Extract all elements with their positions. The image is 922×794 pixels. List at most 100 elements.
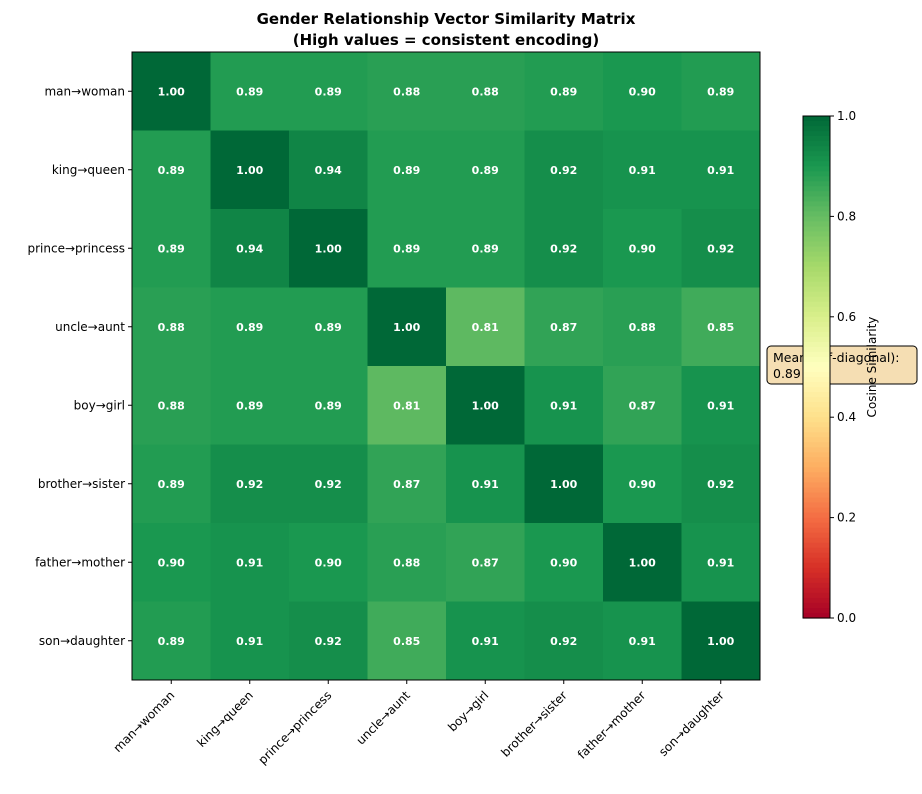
- colorbar-segment: [803, 422, 830, 428]
- cell-value-label: 0.89: [236, 399, 263, 412]
- heatmap-cell: [681, 130, 761, 210]
- cell-value-label: 0.91: [629, 635, 656, 648]
- colorbar-segment: [803, 462, 830, 468]
- cell-value-label: 0.88: [158, 399, 185, 412]
- colorbar-segment: [803, 271, 830, 278]
- cell-value-label: 0.91: [707, 164, 734, 177]
- colorbar-segment: [803, 412, 830, 418]
- cell-value-label: 0.88: [629, 321, 656, 334]
- colorbar-segment: [803, 246, 830, 253]
- cell-value-label: 1.00: [393, 321, 420, 334]
- cell-value-label: 0.85: [393, 635, 420, 648]
- cell-value-label: 0.89: [315, 321, 342, 334]
- colorbar-segment: [803, 397, 830, 403]
- cell-value-label: 0.94: [236, 242, 263, 255]
- cell-value-label: 0.92: [550, 242, 577, 255]
- heatmap-cell: [446, 209, 525, 288]
- heatmap-cell: [210, 444, 290, 524]
- heatmap-cell: [681, 52, 761, 131]
- heatmap-cell: [210, 130, 290, 210]
- y-tick-label: prince→princess: [28, 241, 126, 255]
- cell-value-label: 0.88: [472, 85, 499, 98]
- x-tick-label: man→woman: [111, 688, 178, 755]
- cell-value-label: 0.88: [393, 85, 420, 98]
- heatmap-cell: [681, 523, 761, 602]
- heatmap-cell: [289, 130, 368, 210]
- cell-value-label: 0.90: [629, 478, 656, 491]
- colorbar-segment: [803, 577, 830, 584]
- cell-value-label: 1.00: [707, 635, 734, 648]
- heatmap-cell: [289, 287, 368, 367]
- x-tick-label: boy→girl: [445, 688, 491, 734]
- cell-value-label: 0.81: [472, 321, 499, 334]
- colorbar-segment: [803, 572, 830, 579]
- colorbar-segment: [803, 201, 830, 207]
- cell-value-label: 1.00: [158, 85, 185, 98]
- heatmap-cell: [524, 523, 604, 602]
- cell-value-label: 0.89: [158, 478, 185, 491]
- cell-value-label: 0.88: [158, 321, 185, 334]
- heatmap-cell: [210, 366, 290, 445]
- colorbar-segment: [803, 196, 830, 202]
- cell-value-label: 0.87: [550, 321, 577, 334]
- heatmap-cell: [132, 444, 211, 524]
- cell-value-label: 0.90: [158, 556, 185, 569]
- heatmap-cell: [367, 52, 447, 131]
- colorbar-segment: [803, 336, 830, 343]
- colorbar-segment: [803, 437, 830, 443]
- heatmap-cell: [603, 523, 682, 602]
- colorbar-segment: [803, 211, 830, 217]
- cell-value-label: 0.92: [315, 635, 342, 648]
- heatmap-cell: [289, 444, 368, 524]
- heatmap-cell: [681, 287, 761, 367]
- colorbar-segment: [803, 186, 830, 192]
- cell-value-label: 0.91: [550, 399, 577, 412]
- heatmap-cell: [367, 130, 447, 210]
- colorbar-segment: [803, 612, 830, 619]
- colorbar-segment: [803, 597, 830, 604]
- colorbar-segment: [803, 452, 830, 458]
- colorbar-segment: [803, 231, 830, 238]
- colorbar-segment: [803, 261, 830, 268]
- cell-value-label: 0.92: [707, 478, 734, 491]
- colorbar-segment: [803, 136, 830, 142]
- colorbar-segment: [803, 592, 830, 599]
- cell-value-label: 0.89: [393, 242, 420, 255]
- colorbar-segment: [803, 557, 830, 564]
- colorbar-segment: [803, 542, 830, 549]
- heatmap-cell: [681, 209, 761, 288]
- colorbar-label: Cosine Similarity: [865, 317, 879, 418]
- cell-value-label: 0.90: [629, 242, 656, 255]
- heatmap-cell: [524, 287, 604, 367]
- colorbar-segment: [803, 562, 830, 569]
- y-tick-label: man→woman: [44, 84, 125, 98]
- y-tick-label: father→mother: [35, 555, 125, 569]
- colorbar-segment: [803, 527, 830, 534]
- heatmap-cell: [603, 287, 682, 367]
- plot-frame: [131, 51, 761, 681]
- heatmap-cell: [681, 366, 761, 445]
- colorbar-segment: [803, 176, 830, 182]
- colorbar-segment: [803, 266, 830, 273]
- heatmap-cell: [132, 366, 211, 445]
- heatmap-cell: [132, 601, 211, 681]
- heatmap-cell: [289, 209, 368, 288]
- colorbar-segment: [803, 377, 830, 383]
- heatmap-cell: [446, 444, 525, 524]
- colorbar-segment: [803, 387, 830, 393]
- cell-value-label: 0.89: [236, 85, 263, 98]
- y-tick-label: boy→girl: [74, 398, 125, 412]
- heatmap-cell: [446, 366, 525, 445]
- heatmap-cell: [289, 523, 368, 602]
- cell-value-label: 0.87: [393, 478, 420, 491]
- colorbar-segment: [803, 236, 830, 243]
- heatmap-cell: [132, 209, 211, 288]
- colorbar-tick-label: 1.0: [837, 109, 856, 123]
- cell-value-label: 1.00: [236, 164, 263, 177]
- colorbar-segment: [803, 361, 830, 368]
- cell-value-label: 0.91: [472, 478, 499, 491]
- heatmap-cell: [446, 287, 525, 367]
- heatmap-cell: [603, 366, 682, 445]
- cell-value-label: 0.89: [707, 85, 734, 98]
